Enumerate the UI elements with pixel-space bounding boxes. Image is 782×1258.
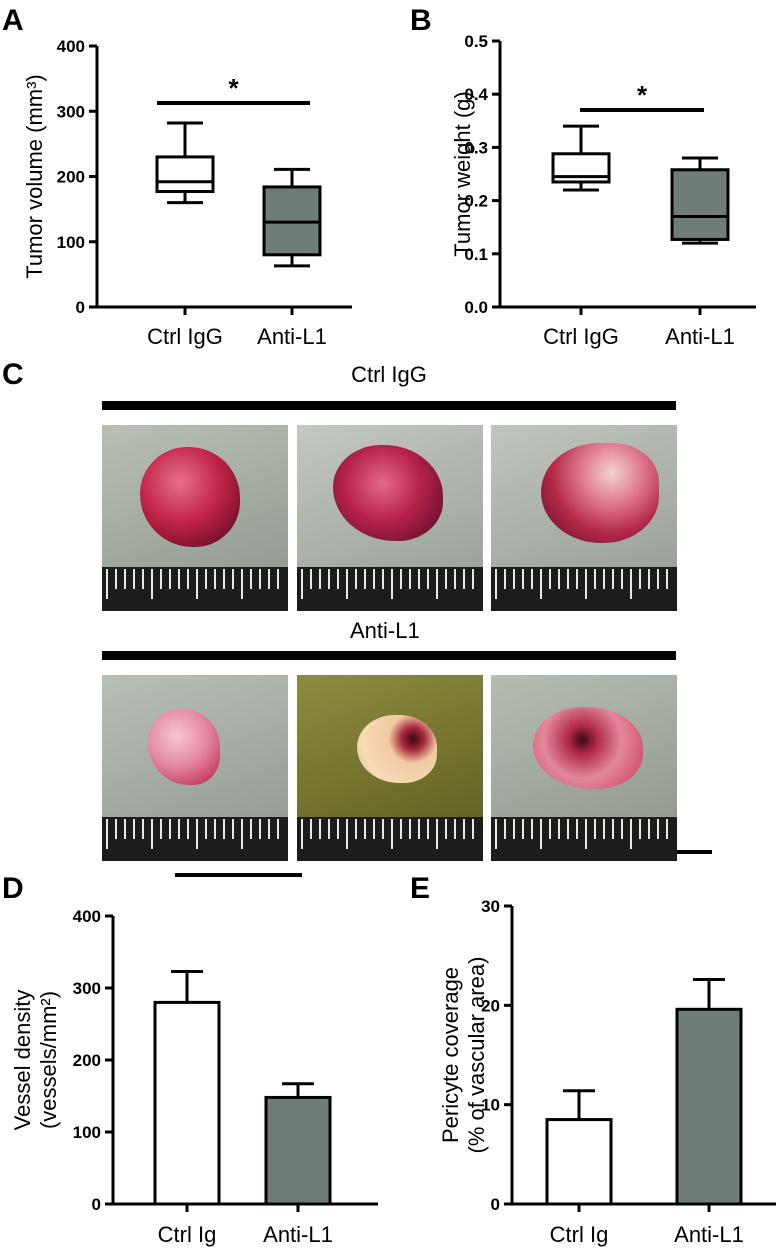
chart-d-ylabel-line2: (vessels/mm²) — [36, 991, 61, 1129]
chart-b-significance-star: * — [637, 80, 648, 110]
chart-a-box-0-iqr — [155, 155, 215, 194]
chart-e-ytick-label-2: 20 — [481, 996, 500, 1015]
ruler-anti-2 — [297, 817, 483, 861]
ruler-ctrl-3 — [491, 567, 677, 611]
chart-b-category-label-0: Ctrl IgG — [543, 324, 619, 349]
chart-a-ytick-label-3: 300 — [57, 102, 85, 121]
group-bar-ctrl — [102, 401, 676, 410]
chart-d-ytick-label-4: 400 — [73, 907, 101, 926]
panel-letter-d: D — [2, 872, 24, 905]
ruler-anti-1 — [102, 817, 288, 861]
chart-a-ylabel: Tumor volume (mm³) — [22, 74, 47, 279]
chart-d-category-label-0: Ctrl Ig — [158, 1222, 217, 1247]
chart-a-category-label-0: Ctrl IgG — [147, 324, 223, 349]
chart-b-ylabel: Tumor weight (g) — [450, 91, 475, 256]
tumor-photo-ctrl-1 — [102, 425, 288, 611]
tumor-photo-anti-2 — [297, 675, 483, 861]
ruler-ctrl-2 — [297, 567, 483, 611]
chart-d-ytick-label-2: 200 — [73, 1051, 101, 1070]
chart-a-ytick-label-2: 200 — [57, 168, 85, 187]
panel-letter-b: B — [410, 4, 432, 37]
tumor-anti-1 — [148, 709, 220, 785]
tumor-photo-anti-3 — [491, 675, 677, 861]
chart-b-ytick-label-4: 0.4 — [464, 85, 488, 104]
chart-e-ytick-label-0: 0 — [491, 1195, 500, 1214]
chart-a-significance-star: * — [228, 73, 239, 103]
chart-b-ytick-label-3: 0.3 — [464, 138, 488, 157]
chart-d-category-label-1: Anti-L1 — [263, 1222, 333, 1247]
chart-b-category-label-1: Anti-L1 — [665, 324, 735, 349]
chart-d-ytick-label-1: 100 — [73, 1123, 101, 1142]
chart-e-ylabel-line1: Pericyte coverage — [438, 967, 463, 1143]
tumor-ctrl-1 — [140, 447, 240, 547]
tumor-anti-2 — [357, 715, 437, 783]
chart-b-ytick-label-1: 0.1 — [464, 245, 488, 264]
chart-e-bar-1 — [675, 1007, 743, 1206]
group-label-ctrl: Ctrl IgG — [351, 362, 427, 387]
chart-b-box-1-iqr — [670, 168, 730, 241]
group-bar-anti — [102, 651, 676, 660]
chart-b-ytick-label-0: 0.0 — [464, 298, 488, 317]
chart-a-category-label-1: Anti-L1 — [257, 324, 327, 349]
tumor-photo-ctrl-2 — [297, 425, 483, 611]
panel-letter-a: A — [2, 4, 24, 37]
chart-a-ytick-label-1: 100 — [57, 233, 85, 252]
chart-d-ylabel-line1: Vessel density — [10, 990, 35, 1131]
panel-letter-c: C — [2, 358, 24, 391]
tumor-anti-3 — [533, 707, 643, 789]
chart-e-ytick-label-3: 30 — [481, 897, 500, 916]
chart-a-ytick-label-4: 400 — [57, 37, 85, 56]
chart-e-ylabel-line2: (% of vascular area) — [464, 957, 489, 1154]
chart-e-ytick-label-1: 10 — [481, 1096, 500, 1115]
chart-e-category-label-0: Ctrl Ig — [550, 1222, 609, 1247]
chart-d-bar-1 — [264, 1095, 332, 1206]
panel-letter-e: E — [410, 872, 431, 905]
chart-e-bar-0 — [545, 1118, 613, 1206]
chart-d-bar-0 — [153, 1000, 221, 1206]
tumor-ctrl-2 — [333, 445, 443, 541]
group-label-anti: Anti-L1 — [350, 618, 420, 643]
tumor-photo-ctrl-3 — [491, 425, 677, 611]
tumor-photo-anti-1 — [102, 675, 288, 861]
ruler-anti-3 — [491, 817, 677, 861]
ruler-ctrl-1 — [102, 567, 288, 611]
tumor-ctrl-3 — [541, 443, 659, 543]
chart-b-ytick-label-5: 0.5 — [464, 32, 488, 51]
chart-d-ytick-label-3: 300 — [73, 979, 101, 998]
chart-d-ytick-label-0: 0 — [92, 1195, 101, 1214]
chart-e-category-label-1: Anti-L1 — [674, 1222, 744, 1247]
chart-a-ytick-label-0: 0 — [76, 298, 85, 317]
chart-b-ytick-label-2: 0.2 — [464, 192, 488, 211]
